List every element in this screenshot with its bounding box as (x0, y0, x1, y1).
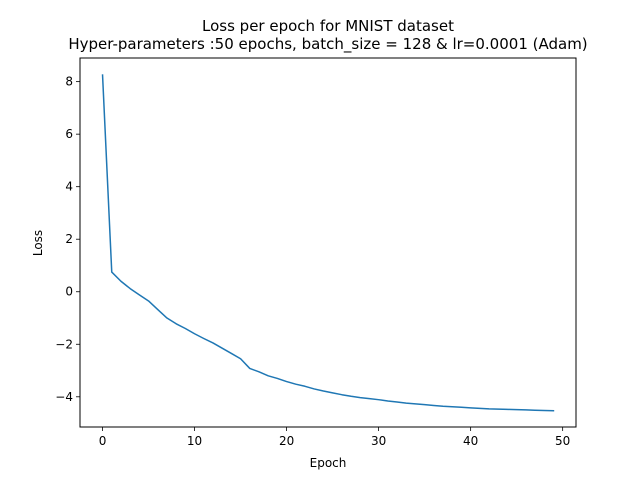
loss-data-point (534, 410, 535, 411)
loss-data-point (102, 74, 103, 75)
loss-data-point (369, 398, 370, 399)
y-tick-label: 6 (65, 127, 73, 141)
loss-data-point (488, 408, 489, 409)
loss-data-point (433, 405, 434, 406)
loss-data-point (350, 396, 351, 397)
loss-data-point (470, 407, 471, 408)
chart-title: Loss per epoch for MNIST dataset (202, 17, 454, 35)
loss-data-point (286, 381, 287, 382)
y-axis-label: Loss (31, 230, 45, 256)
y-tick-label: 8 (65, 75, 73, 89)
loss-data-point (415, 403, 416, 404)
loss-data-point (387, 400, 388, 401)
y-tick-label: 4 (65, 180, 73, 194)
y-axis-ticks: −4 −2 0 2 4 6 8 (55, 75, 80, 404)
x-tick-label: 40 (463, 434, 478, 448)
loss-data-point (544, 410, 545, 411)
loss-data-point (378, 399, 379, 400)
loss-data-point (120, 281, 121, 282)
loss-data-point (553, 410, 554, 411)
loss-data-point (258, 371, 259, 372)
plot-area: 0 10 20 30 40 50 −4 −2 0 2 4 6 8 (55, 57, 577, 448)
y-tick-label: −2 (55, 337, 73, 351)
loss-data-point (406, 403, 407, 404)
y-tick-label: −4 (55, 390, 73, 404)
loss-data-point (185, 328, 186, 329)
loss-data-point (268, 375, 269, 376)
x-tick-label: 20 (279, 434, 294, 448)
loss-data-point (203, 338, 204, 339)
loss-data-point (516, 409, 517, 410)
loss-data-point (424, 404, 425, 405)
loss-data-point (323, 390, 324, 391)
loss-data-point (157, 309, 158, 310)
loss-data-point (332, 392, 333, 393)
x-tick-label: 0 (99, 434, 107, 448)
loss-data-point (461, 407, 462, 408)
x-tick-label: 30 (371, 434, 386, 448)
y-tick-label: 2 (65, 232, 73, 246)
loss-data-point (295, 384, 296, 385)
loss-data-point (525, 409, 526, 410)
y-tick-label: 0 (65, 285, 73, 299)
loss-data-point (231, 353, 232, 354)
loss-data-point (479, 408, 480, 409)
x-axis-label: Epoch (310, 456, 347, 470)
loss-data-point (314, 388, 315, 389)
loss-data-point (222, 348, 223, 349)
series-layer (101, 74, 555, 412)
loss-data-point (166, 317, 167, 318)
loss-data-point (139, 294, 140, 295)
loss-series-line (101, 74, 555, 412)
x-tick-label: 10 (187, 434, 202, 448)
loss-data-point (396, 401, 397, 402)
loss-data-point (277, 378, 278, 379)
loss-data-point (452, 406, 453, 407)
axes-frame (79, 57, 577, 428)
loss-data-point (212, 342, 213, 343)
loss-data-point (148, 300, 149, 301)
loss-data-point (130, 288, 131, 289)
loss-data-point (360, 397, 361, 398)
chart-subtitle: Hyper-parameters :50 epochs, batch_size … (68, 35, 587, 54)
loss-data-point (240, 358, 241, 359)
loss-data-point (194, 333, 195, 334)
loss-data-point (507, 409, 508, 410)
loss-data-point (176, 323, 177, 324)
loss-data-point (111, 271, 112, 272)
loss-data-point (249, 368, 250, 369)
loss-data-point (304, 386, 305, 387)
loss-data-point (498, 409, 499, 410)
loss-data-point (442, 406, 443, 407)
x-tick-label: 50 (555, 434, 570, 448)
loss-data-point (341, 394, 342, 395)
x-axis-ticks: 0 10 20 30 40 50 (99, 427, 570, 448)
